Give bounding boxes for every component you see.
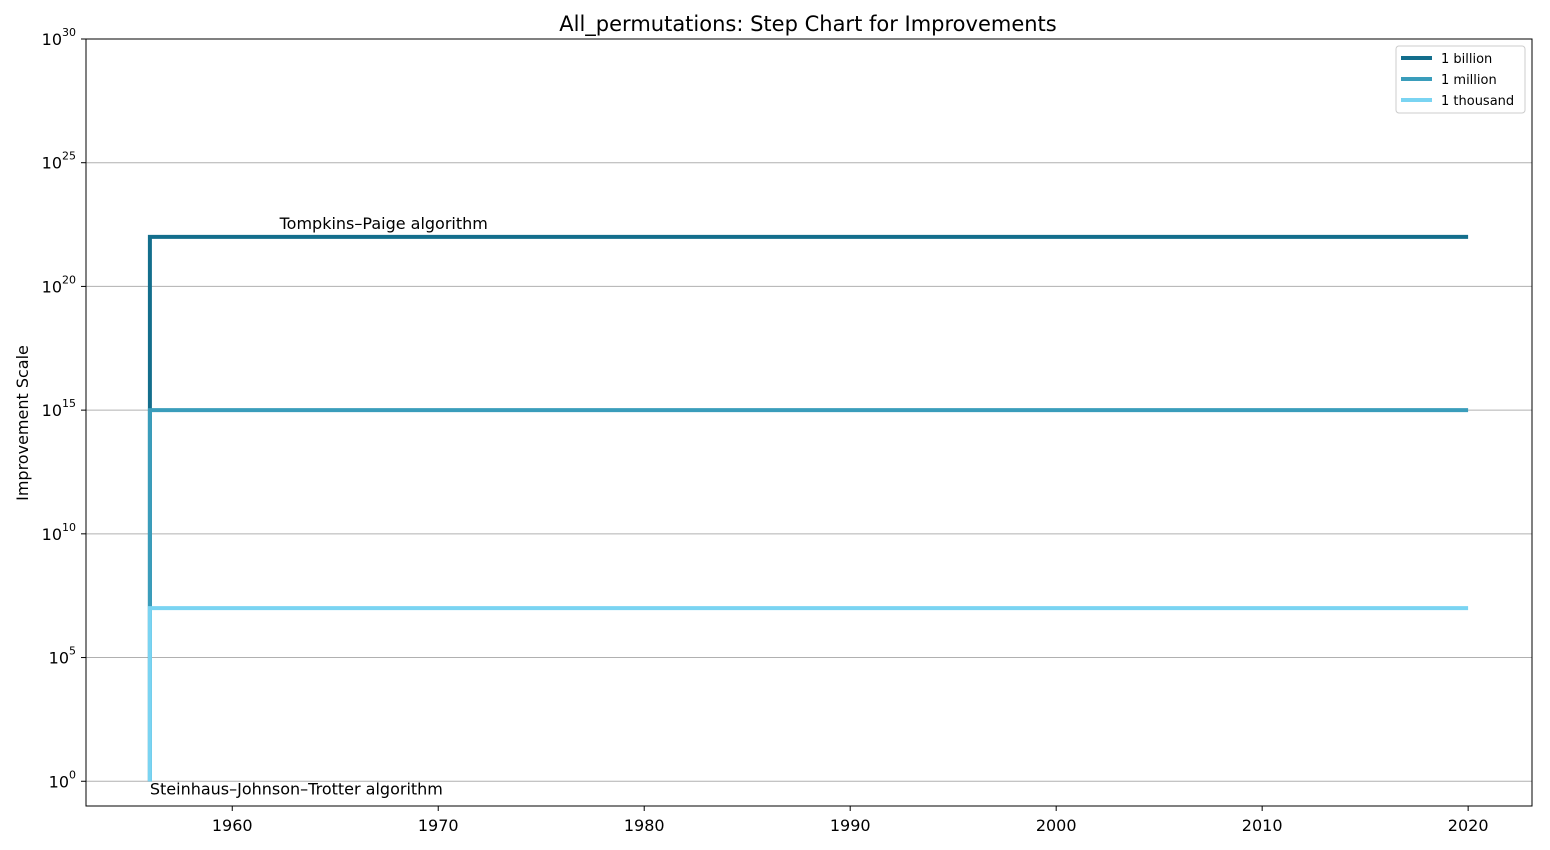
- y-tick-label: 1030: [42, 26, 76, 49]
- y-tick-label: 100: [49, 768, 76, 791]
- x-tick-label: 1960: [212, 816, 253, 835]
- y-axis-label: Improvement Scale: [13, 345, 32, 501]
- plot-background: [86, 39, 1532, 806]
- y-axis: 100 105 1010 1015 1020 1025 1030: [42, 26, 86, 791]
- x-tick-label: 2020: [1448, 816, 1489, 835]
- y-tick-label: 1020: [42, 273, 76, 296]
- legend-label: 1 billion: [1441, 52, 1492, 67]
- x-tick-label: 1980: [624, 816, 665, 835]
- y-tick-label: 1025: [42, 150, 76, 173]
- plot-frame: [85, 38, 1533, 807]
- x-tick-label: 2010: [1242, 816, 1283, 835]
- legend-box: [1395, 45, 1526, 114]
- y-tick-label: 1015: [42, 397, 76, 420]
- legend-label: 1 thousand: [1441, 94, 1514, 109]
- y-tick-label: 105: [49, 645, 76, 668]
- annotation-label: Steinhaus–Johnson–Trotter algorithm: [150, 779, 443, 798]
- legend-label: 1 million: [1441, 73, 1497, 88]
- x-tick-label: 1970: [418, 816, 459, 835]
- series-line-1-thousand: [147, 606, 1469, 782]
- chart-title: All_permutations: Step Chart for Improve…: [559, 12, 1056, 37]
- y-tick-label: 1010: [42, 521, 76, 544]
- legend: 1 billion 1 million 1 thousand: [1395, 45, 1526, 114]
- series-lines: [147, 234, 1469, 782]
- x-axis: 1960 1970 1980 1990 2000 2010 2020: [212, 806, 1489, 835]
- annotation-label: Tompkins–Paige algorithm: [279, 214, 488, 233]
- annotations: Tompkins–Paige algorithm Steinhaus–Johnso…: [150, 214, 488, 798]
- x-tick-label: 2000: [1036, 816, 1077, 835]
- x-tick-label: 1990: [830, 816, 871, 835]
